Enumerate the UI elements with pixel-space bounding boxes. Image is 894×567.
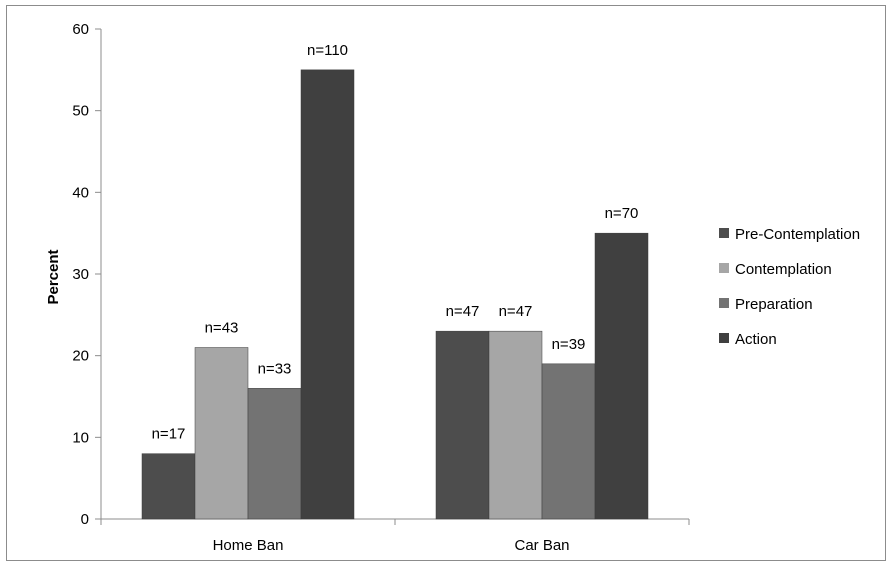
data-label: n=43 — [205, 320, 239, 337]
bar-pre-contemplation-car-ban — [435, 330, 490, 520]
y-axis-label: Percent — [45, 249, 62, 304]
bar-contemplation-home-ban — [194, 347, 249, 520]
y-tick-label: 10 — [72, 429, 89, 446]
legend-swatch — [719, 298, 729, 308]
y-tick-label: 60 — [72, 21, 89, 38]
legend: Pre-Contemplation Contemplation Preparatio… — [719, 226, 860, 348]
bar-contemplation-car-ban — [488, 330, 543, 520]
y-axis-ticks: 0 10 20 30 40 50 60 — [72, 21, 101, 528]
data-label: n=17 — [152, 426, 186, 443]
legend-swatch — [719, 333, 729, 343]
bar-action-car-ban — [594, 232, 649, 520]
data-labels-group: n=17 n=43 n=33 n=110 n=47 n=47 n=39 n=70 — [152, 42, 639, 443]
y-tick-label: 30 — [72, 266, 89, 283]
legend-label: Pre-Contemplation — [735, 226, 860, 243]
data-label: n=33 — [258, 360, 292, 377]
legend-label: Contemplation — [735, 261, 832, 278]
legend-swatch — [719, 263, 729, 273]
bar-pre-contemplation-home-ban — [141, 453, 196, 520]
data-label: n=70 — [605, 205, 639, 222]
data-label: n=47 — [499, 303, 533, 320]
legend-swatch — [719, 228, 729, 238]
y-tick-label: 0 — [81, 511, 89, 528]
data-label: n=110 — [307, 42, 348, 59]
chart-frame: Percent 0 10 20 30 40 50 60 n=17 n=43 n=33 n=110 n… — [6, 5, 886, 561]
legend-label: Action — [735, 331, 777, 348]
y-tick-label: 40 — [72, 184, 89, 201]
bar-preparation-home-ban — [247, 388, 302, 520]
x-axis-ticks — [100, 519, 690, 525]
legend-label: Preparation — [735, 296, 813, 313]
bars-group — [141, 69, 649, 520]
bar-preparation-car-ban — [541, 363, 596, 520]
data-label: n=47 — [446, 303, 480, 320]
bar-action-home-ban — [300, 69, 355, 520]
category-labels-group: Home Ban Car Ban — [213, 537, 570, 554]
x-category-label: Home Ban — [213, 537, 284, 554]
y-tick-label: 20 — [72, 348, 89, 365]
data-label: n=39 — [552, 336, 586, 353]
x-category-label: Car Ban — [514, 537, 569, 554]
y-tick-label: 50 — [72, 103, 89, 120]
